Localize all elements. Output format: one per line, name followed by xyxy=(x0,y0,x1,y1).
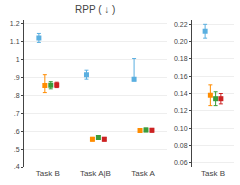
svg-text:0.20: 0.20 xyxy=(174,38,188,45)
svg-text:RPP ( ↓ ): RPP ( ↓ ) xyxy=(75,4,115,15)
svg-text:0.16: 0.16 xyxy=(174,73,188,80)
svg-text:.5: .5 xyxy=(14,146,20,153)
svg-text:1.1: 1.1 xyxy=(10,38,20,45)
svg-text:Task A|B: Task A|B xyxy=(80,169,111,178)
svg-text:1: 1 xyxy=(16,56,20,63)
svg-text:0.22: 0.22 xyxy=(174,21,188,28)
svg-text:.6: .6 xyxy=(14,128,20,135)
svg-text:.8: .8 xyxy=(14,92,20,99)
svg-text:.7: .7 xyxy=(14,110,20,117)
svg-text:1.2: 1.2 xyxy=(10,20,20,27)
svg-text:0.06: 0.06 xyxy=(174,159,188,166)
svg-text:0.14: 0.14 xyxy=(174,90,188,97)
svg-text:Task A: Task A xyxy=(131,169,155,178)
svg-text:Task B: Task B xyxy=(36,169,60,178)
svg-text:.4: .4 xyxy=(14,163,20,170)
svg-text:Task B: Task B xyxy=(201,169,225,178)
svg-text:0.10: 0.10 xyxy=(174,125,188,132)
svg-text:0.18: 0.18 xyxy=(174,55,188,62)
svg-text:0.12: 0.12 xyxy=(174,107,188,114)
svg-text:.9: .9 xyxy=(14,74,20,81)
svg-text:0.08: 0.08 xyxy=(174,142,188,149)
